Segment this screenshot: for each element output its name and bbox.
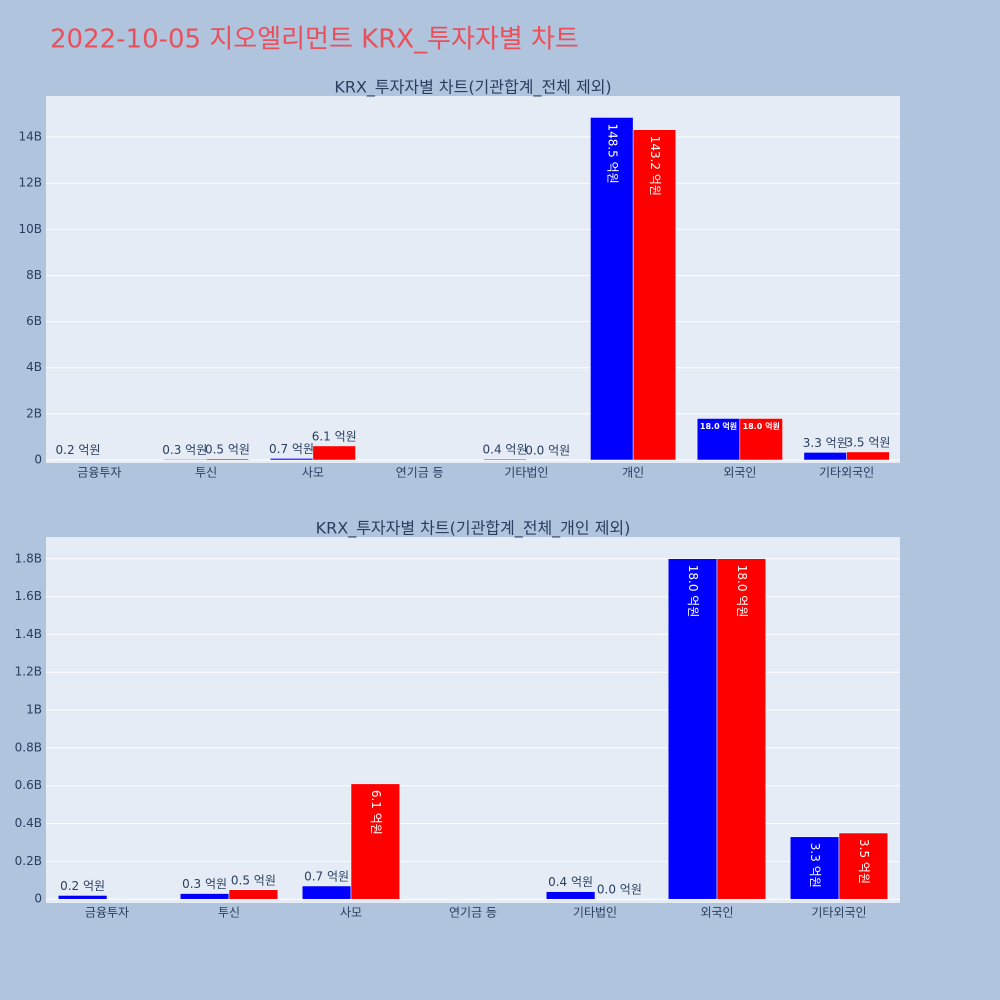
y-tick-label: 1.6B: [15, 589, 42, 603]
y-tick-label: 10B: [18, 222, 42, 236]
page-title: 2022-10-05 지오엘리먼트 KRX_투자자별 차트: [50, 25, 579, 55]
value-label: 0.7 억원: [304, 869, 349, 883]
chart-title: KRX_투자자별 차트(기관합계_전체_개인 제외): [316, 519, 631, 539]
value-label: 0.4 억원: [548, 875, 593, 889]
y-tick-label: 1.8B: [15, 551, 42, 565]
y-tick-label: 4B: [26, 360, 42, 374]
y-tick-label: 0.8B: [15, 740, 42, 754]
bar: [667, 558, 718, 900]
bar: [632, 129, 677, 461]
bar: [526, 459, 570, 461]
y-tick-label: 12B: [18, 176, 42, 190]
value-label: 0.4 억원: [483, 443, 528, 457]
x-tick-label: 기타외국인: [819, 466, 874, 480]
x-tick-label: 사모: [340, 906, 362, 920]
x-tick-label: 개인: [622, 466, 644, 480]
y-tick-label: 1.4B: [15, 627, 42, 641]
value-label: 0.7 억원: [269, 442, 314, 456]
chart-title: KRX_투자자별 차트(기관합계_전체 제외): [334, 78, 611, 98]
bar: [179, 893, 230, 900]
bar: [57, 895, 108, 900]
value-label: 148.5 억원: [605, 123, 619, 183]
value-label: 0.0 억원: [525, 444, 570, 458]
x-tick-label: 사모: [302, 466, 324, 480]
value-label: 0.5 억원: [231, 873, 276, 887]
plot-area: [46, 96, 900, 463]
bar: [594, 898, 645, 900]
value-label: 3.3 억원: [808, 843, 822, 888]
y-tick-label: 0: [34, 453, 42, 467]
x-tick-label: 투신: [218, 906, 240, 920]
plot-area: [46, 537, 900, 903]
x-tick-label: 기타외국인: [811, 906, 866, 920]
y-tick-label: 14B: [18, 130, 42, 144]
bar: [350, 783, 401, 900]
y-tick-label: 0: [34, 892, 42, 906]
x-tick-label: 금융투자: [77, 466, 121, 480]
x-tick-label: 기타법인: [504, 466, 548, 480]
bar: [846, 451, 890, 461]
value-label: 3.5 억원: [857, 839, 871, 884]
bar: [312, 445, 356, 461]
value-label: 0.3 억원: [162, 443, 207, 457]
bar: [739, 418, 783, 461]
bar: [838, 832, 889, 900]
bar: [205, 458, 250, 461]
value-label: 0.5 억원: [205, 442, 250, 456]
value-label: 0.2 억원: [56, 443, 101, 457]
value-label: 6.1 억원: [312, 429, 357, 443]
value-label: 6.1 억원: [369, 790, 383, 835]
y-tick-label: 0.2B: [15, 854, 42, 868]
bar: [716, 558, 767, 900]
bar: [269, 458, 314, 461]
y-tick-label: 8B: [26, 268, 42, 282]
y-tick-label: 0.6B: [15, 778, 42, 792]
bar: [228, 889, 279, 900]
y-tick-label: 2B: [26, 406, 42, 420]
y-tick-label: 6B: [26, 314, 42, 328]
value-label: 3.3 억원: [803, 436, 848, 450]
value-label: 18.0 억원: [743, 421, 780, 431]
x-tick-label: 외국인: [723, 466, 756, 480]
x-tick-label: 외국인: [700, 906, 733, 920]
y-tick-label: 1.2B: [15, 665, 42, 679]
value-label: 0.3 억원: [182, 877, 227, 891]
value-label: 0.2 억원: [60, 879, 105, 893]
bar: [163, 459, 207, 461]
value-label: 18.0 억원: [700, 421, 737, 431]
bar: [301, 885, 352, 900]
bar: [590, 117, 634, 461]
bar: [789, 836, 840, 900]
value-label: 18.0 억원: [686, 565, 700, 618]
value-label: 143.2 억원: [648, 136, 662, 196]
y-tick-label: 0.4B: [15, 816, 42, 830]
x-tick-label: 연기금 등: [396, 466, 444, 480]
bar: [56, 459, 100, 461]
x-tick-label: 기타법인: [573, 906, 617, 920]
y-tick-label: 1B: [26, 703, 42, 717]
x-tick-label: 금융투자: [85, 906, 129, 920]
bar: [483, 458, 527, 461]
x-tick-label: 연기금 등: [449, 906, 497, 920]
bar: [545, 891, 596, 900]
bar: [803, 452, 847, 461]
value-label: 0.0 억원: [597, 883, 642, 897]
value-label: 18.0 억원: [735, 565, 749, 618]
x-tick-label: 투신: [195, 466, 217, 480]
value-label: 3.5 억원: [845, 435, 890, 449]
